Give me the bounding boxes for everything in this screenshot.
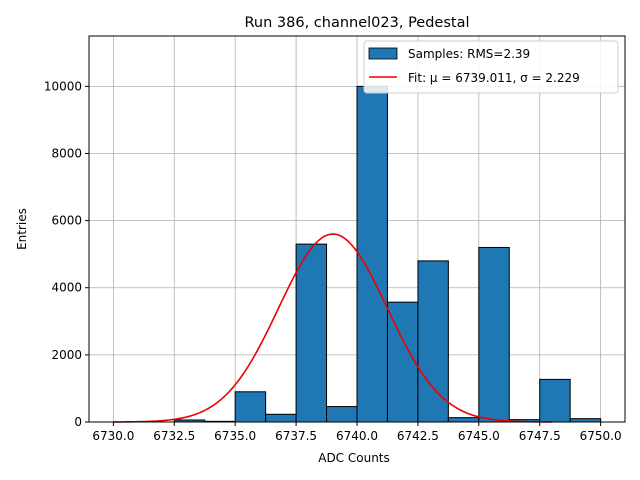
x-tick-label: 6730.0: [92, 429, 134, 443]
histogram-bar: [356, 85, 388, 423]
fit-curve: [113, 233, 552, 423]
histogram-bar: [417, 260, 449, 423]
y-axis-label: Entries: [15, 208, 29, 250]
x-axis-ticks: 6730.0 6732.5 6735.0 6737.5 6740.0 6742.5 6745…: [92, 422, 622, 443]
x-axis-label: ADC Counts: [318, 451, 390, 465]
x-tick-label: 6740.0: [336, 429, 378, 443]
x-tick-label: 6735.0: [214, 429, 256, 443]
y-tick-label: 2000: [51, 348, 82, 362]
x-tick-label: 6742.5: [397, 429, 439, 443]
y-tick-label: 4000: [51, 281, 82, 295]
x-tick-label: 6747.5: [519, 429, 561, 443]
histogram-bar: [447, 417, 480, 423]
histogram-bar: [234, 391, 267, 423]
legend-box: [363, 40, 619, 94]
legend: Samples: RMS=2.39 Fit: μ = 6739.011, σ =…: [363, 40, 619, 94]
legend-label-fit: Fit: μ = 6739.011, σ = 2.229: [408, 71, 580, 85]
histogram-bar: [326, 406, 358, 423]
y-axis-ticks: 0 2000 4000 6000 8000 10000: [44, 79, 89, 429]
chart-title: Run 386, channel023, Pedestal: [244, 15, 469, 31]
histogram-bar: [478, 246, 510, 423]
legend-swatch-histogram: [368, 47, 398, 60]
x-tick-label: 6732.5: [153, 429, 195, 443]
legend-label-histogram: Samples: RMS=2.39: [408, 47, 530, 61]
histogram-bar: [265, 413, 297, 423]
y-tick-label: 6000: [51, 214, 82, 228]
y-tick-label: 8000: [51, 146, 82, 160]
x-tick-label: 6737.5: [275, 429, 317, 443]
histogram-bar: [539, 378, 571, 423]
x-tick-label: 6750.0: [580, 429, 622, 443]
y-tick-label: 0: [74, 415, 82, 429]
histogram-bar: [295, 243, 328, 423]
x-tick-label: 6745.0: [458, 429, 500, 443]
y-tick-label: 10000: [44, 79, 82, 93]
histogram-bar: [386, 301, 419, 423]
histogram-bar: [569, 418, 602, 423]
histogram-bars: [173, 85, 602, 423]
